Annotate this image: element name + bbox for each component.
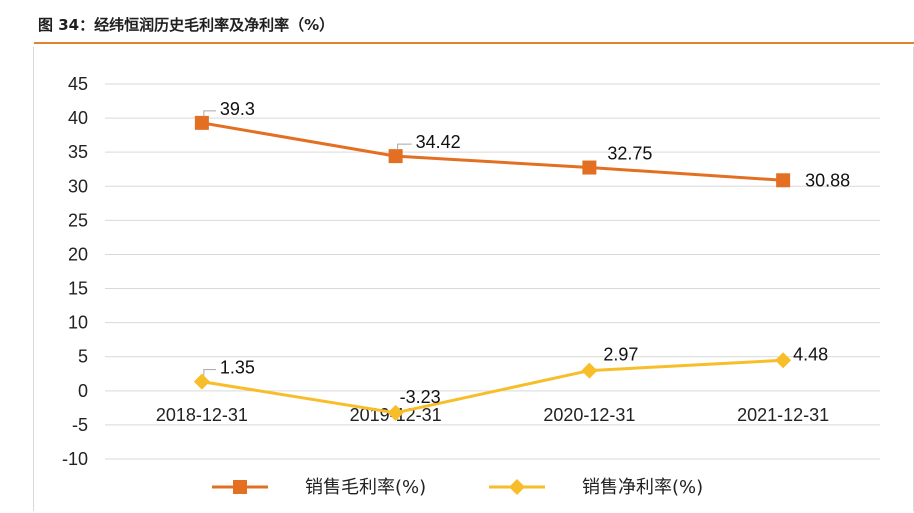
data-point-square [388,149,403,164]
y-axis: 45 40 35 30 25 20 15 10 5 0 -5 -10 [62,74,88,469]
data-point-diamond [581,362,598,379]
y-tick-label: 5 [78,347,88,367]
y-tick-label: 30 [68,176,88,196]
label-leader [397,143,412,151]
data-label: 1.35 [220,358,255,378]
series-layer [193,115,792,421]
y-tick-label: 45 [68,74,88,94]
x-tick-label: 2018-12-31 [156,405,248,425]
title-divider [34,42,914,44]
chart-title: 图 34：经纬恒润历史毛利率及净利率（%） [38,16,335,34]
data-label: 4.48 [793,344,828,364]
data-point-diamond [193,373,210,390]
data-label: -3.23 [400,387,441,407]
data-point-diamond [775,352,792,369]
data-labels: 39.3 34.42 32.75 30.88 1.35 -3.23 2.97 4.48 [203,99,850,407]
data-point-square [194,115,209,130]
data-point-diamond [387,404,404,421]
data-label: 34.42 [416,132,461,152]
data-label: 32.75 [607,144,652,164]
y-tick-label: 15 [68,279,88,299]
data-label: 30.88 [805,170,850,190]
x-tick-label: 2021-12-31 [737,405,829,425]
label-leader [203,110,216,117]
series-line [201,358,784,415]
y-tick-label: 40 [68,108,88,128]
legend-marker-diamond [509,479,525,495]
legend-label: 销售毛利率(%) [305,477,426,498]
y-tick-label: 10 [68,313,88,333]
y-tick-label: 0 [78,381,88,401]
y-tick-label: 20 [68,244,88,264]
y-tick-label: -10 [62,449,88,469]
grid-lines [105,83,880,460]
data-point-square [582,160,597,175]
y-tick-label: 25 [68,210,88,230]
legend: 销售毛利率(%) 销售净利率(%) [212,477,703,498]
data-label: 39.3 [220,99,255,119]
series-line [201,121,784,182]
legend-marker-square [233,480,247,494]
data-label: 2.97 [603,345,638,365]
legend-label: 销售净利率(%) [582,477,703,498]
x-tick-label: 2020-12-31 [543,405,635,425]
data-point-square [776,173,791,188]
y-tick-label: -5 [72,415,88,435]
y-tick-label: 35 [68,142,88,162]
label-leader [203,369,216,376]
